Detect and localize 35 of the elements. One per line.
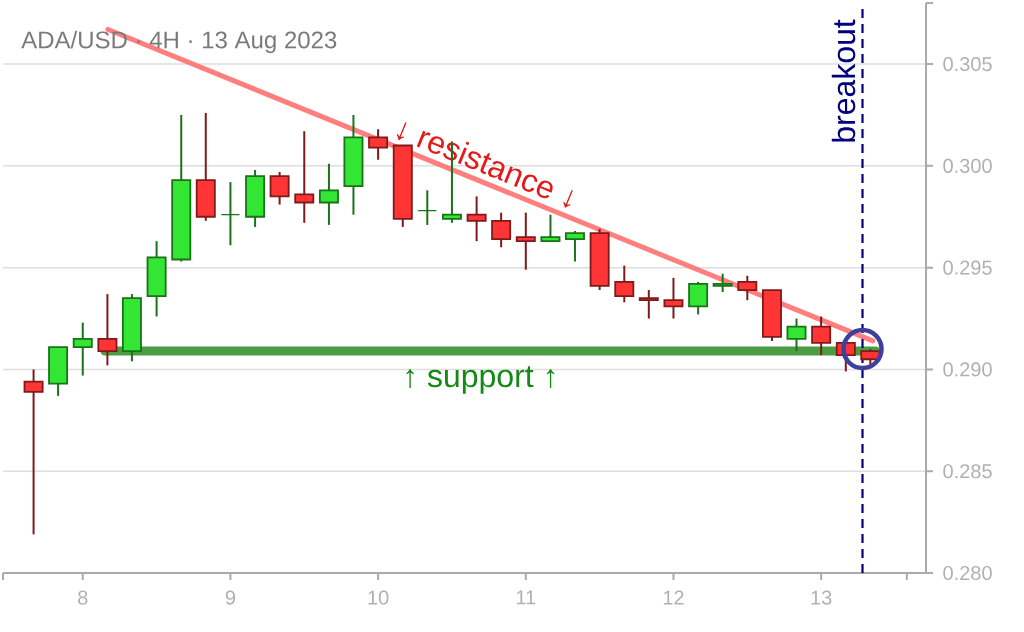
y-tick-label: 0.300 [943, 158, 992, 173]
ref-line-label: breakout [831, 19, 856, 142]
candlestick [540, 213, 561, 243]
candlestick [97, 293, 118, 367]
candlestick [663, 276, 684, 320]
candlestick [565, 230, 585, 263]
candlestick [688, 280, 709, 316]
candlestick [318, 162, 339, 226]
x-tick-label: 13 [811, 590, 832, 605]
candlestick [72, 321, 93, 377]
candlestick [23, 368, 44, 536]
annotation: ↑ support ↑ [406, 366, 555, 394]
candlestick [491, 211, 512, 249]
y-tick-label: 0.285 [943, 464, 992, 479]
y-tick-label: 0.305 [943, 56, 992, 72]
y-tick-label: 0.280 [943, 565, 992, 581]
candlestick [614, 264, 635, 304]
candlestick [515, 211, 536, 271]
x-tick-label: 12 [663, 590, 684, 605]
candlestick [737, 274, 758, 302]
x-tick-label: 10 [368, 590, 389, 605]
x-tick-label: 8 [78, 590, 88, 605]
candlestick [368, 128, 389, 161]
candlestick [712, 272, 733, 294]
candlestick [811, 315, 832, 357]
candlestick [294, 130, 315, 224]
candlestick [220, 181, 241, 247]
y-tick-label: 0.290 [943, 362, 992, 377]
text: ADA/USD · 4H · 13 Aug 2023 [21, 30, 337, 54]
x-tick-label: 9 [225, 590, 236, 605]
x-tick-label: 11 [516, 590, 536, 605]
candlestick [786, 317, 807, 353]
candlestick [269, 170, 290, 206]
y-tick-label: 0.295 [943, 260, 992, 275]
candlestick [638, 289, 659, 320]
